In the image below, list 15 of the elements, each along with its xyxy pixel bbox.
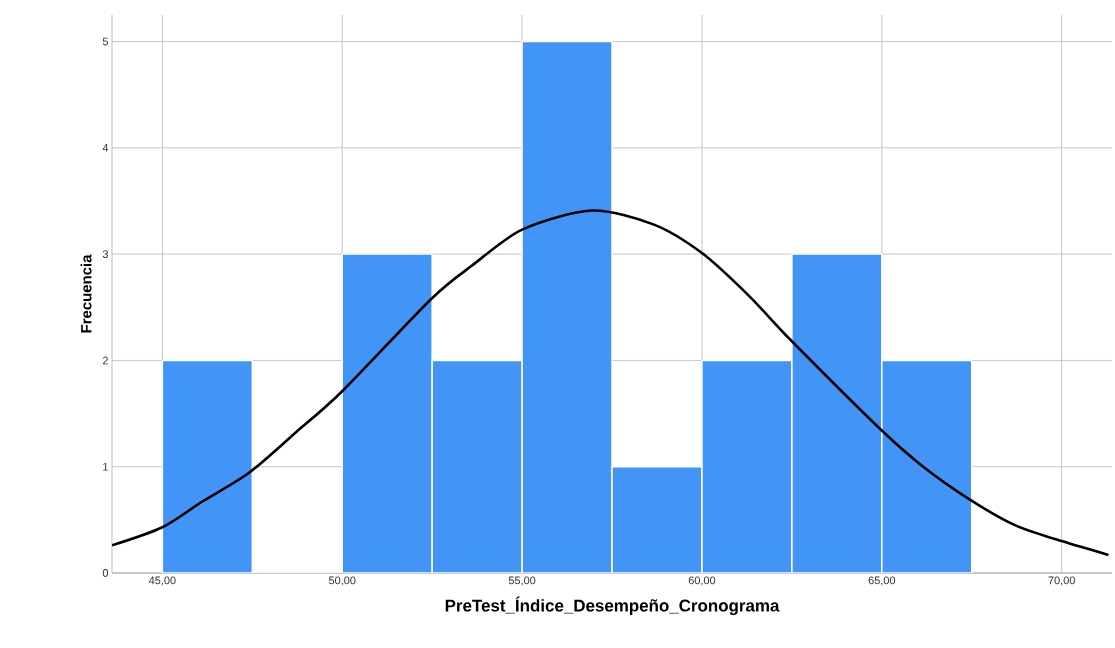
y-tick-label: 0 bbox=[102, 569, 109, 577]
y-tick-label: 5 bbox=[102, 37, 109, 46]
line-series bbox=[112, 209, 1110, 557]
x-tick-label: 60,00 bbox=[688, 576, 716, 586]
y-tick-label: 2 bbox=[102, 356, 108, 365]
x-tick-label: 65,00 bbox=[868, 576, 896, 586]
y-tick-label: 1 bbox=[103, 462, 108, 471]
x-tick-label: 50,00 bbox=[328, 576, 356, 586]
y-tick-label: 3 bbox=[102, 250, 108, 259]
y-tick-label: 4 bbox=[102, 144, 109, 152]
x-tick-label: 45,00 bbox=[148, 576, 176, 586]
y-axis-title: Frecuencia bbox=[80, 254, 92, 333]
x-tick-label: 70,00 bbox=[1048, 576, 1075, 586]
x-axis-title: PreTest_Índice_Desempeño_Cronograma bbox=[445, 596, 780, 615]
x-tick-label: 55,00 bbox=[508, 576, 536, 586]
